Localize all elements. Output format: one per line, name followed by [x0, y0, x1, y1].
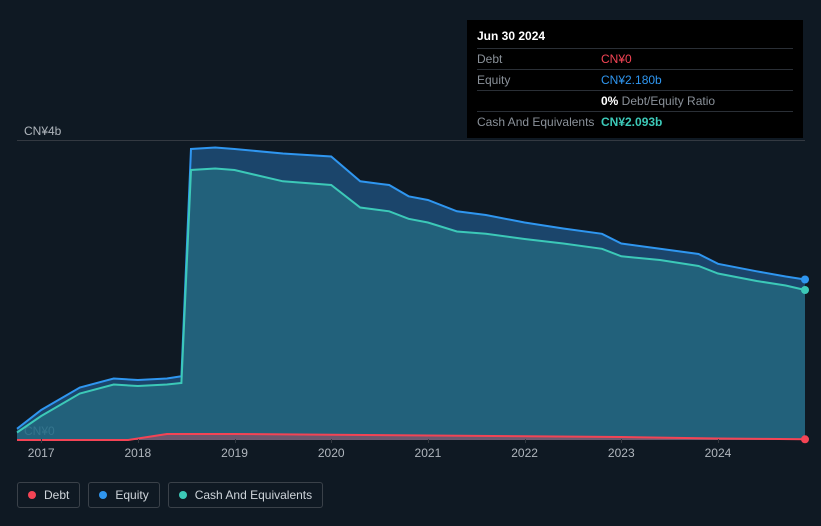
chart-plot-area[interactable] — [17, 140, 805, 440]
x-tick — [138, 439, 139, 443]
x-axis-label: 2021 — [415, 446, 442, 460]
tooltip-value: CN¥0 — [601, 52, 793, 66]
x-axis-label: 2020 — [318, 446, 345, 460]
x-axis-label: 2018 — [124, 446, 151, 460]
x-axis-label: 2024 — [705, 446, 732, 460]
x-tick — [718, 439, 719, 443]
tooltip-row: DebtCN¥0 — [477, 48, 793, 69]
x-axis-label: 2019 — [221, 446, 248, 460]
x-tick — [331, 439, 332, 443]
x-axis-label: 2017 — [28, 446, 55, 460]
legend-item-equity[interactable]: Equity — [88, 482, 159, 508]
x-axis-label: 2023 — [608, 446, 635, 460]
x-tick — [428, 439, 429, 443]
x-axis-label: 2022 — [511, 446, 538, 460]
legend-label: Equity — [115, 488, 148, 502]
x-tick — [621, 439, 622, 443]
x-tick — [41, 439, 42, 443]
tooltip-label: Cash And Equivalents — [477, 115, 601, 129]
chart-legend: Debt Equity Cash And Equivalents — [17, 482, 323, 508]
tooltip-label: Debt — [477, 52, 601, 66]
tooltip-row: Cash And EquivalentsCN¥2.093b — [477, 111, 793, 132]
cash-end-marker — [801, 286, 809, 294]
tooltip-date: Jun 30 2024 — [477, 26, 793, 48]
tooltip-row: EquityCN¥2.180b — [477, 69, 793, 90]
x-tick — [525, 439, 526, 443]
equity-end-marker — [801, 276, 809, 284]
debt-legend-dot — [28, 491, 36, 499]
tooltip-value: CN¥2.180b — [601, 73, 793, 87]
legend-item-debt[interactable]: Debt — [17, 482, 80, 508]
tooltip-row: 0% Debt/Equity Ratio — [477, 90, 793, 111]
legend-label: Cash And Equivalents — [195, 488, 312, 502]
y-axis-max-label: CN¥4b — [24, 124, 61, 138]
x-axis: 2017 2018 2019 2020 2021 2022 2023 2024 — [17, 442, 805, 462]
cash-legend-dot — [179, 491, 187, 499]
financial-chart: Jun 30 2024 DebtCN¥0EquityCN¥2.180b0% De… — [0, 0, 821, 526]
equity-legend-dot — [99, 491, 107, 499]
tooltip-value: 0% Debt/Equity Ratio — [601, 94, 793, 108]
tooltip-label — [477, 94, 601, 108]
legend-label: Debt — [44, 488, 69, 502]
legend-item-cash[interactable]: Cash And Equivalents — [168, 482, 323, 508]
chart-tooltip: Jun 30 2024 DebtCN¥0EquityCN¥2.180b0% De… — [467, 20, 803, 138]
x-tick — [235, 439, 236, 443]
tooltip-label: Equity — [477, 73, 601, 87]
tooltip-value: CN¥2.093b — [601, 115, 793, 129]
